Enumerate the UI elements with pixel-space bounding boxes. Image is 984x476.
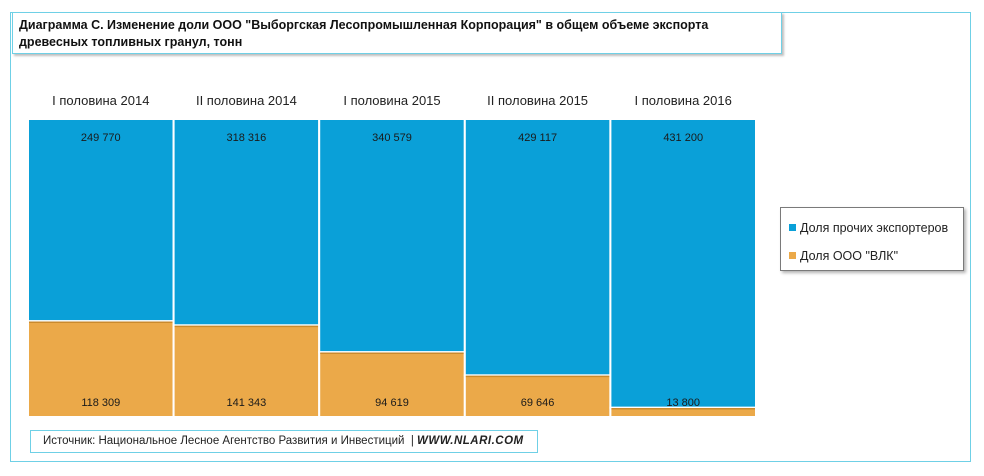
legend-swatch-others	[789, 224, 796, 231]
data-label-others-4: 431 200	[663, 132, 703, 144]
legend-label-vlk: Доля ООО "ВЛК"	[800, 249, 899, 263]
bar-others-4	[609, 118, 758, 409]
chart-title: Диаграмма С. Изменение доли ООО "Выборгс…	[12, 12, 782, 54]
source-text: Источник: Национальное Лесное Агентство …	[43, 435, 405, 447]
data-label-vlk-3: 69 646	[521, 397, 555, 409]
data-label-vlk-2: 94 619	[375, 397, 409, 409]
chart-legend: Доля прочих экспортеров Доля ООО "ВЛК"	[780, 207, 964, 271]
bar-others-1	[172, 118, 321, 327]
bar-vlk-3	[463, 374, 612, 418]
data-label-vlk-0: 118 309	[81, 397, 120, 409]
legend-item-vlk: Доля ООО "ВЛК"	[789, 249, 898, 263]
data-label-others-3: 429 117	[518, 132, 557, 144]
source-url: WWW.NLARI.COM	[417, 435, 524, 447]
data-label-others-0: 249 770	[81, 132, 121, 144]
category-label-0: I половина 2014	[52, 93, 149, 108]
data-label-others-1: 318 316	[227, 132, 267, 144]
category-label-4: I половина 2016	[635, 93, 732, 108]
bar-others-0	[27, 118, 175, 323]
data-label-vlk-4: 13 800	[666, 397, 700, 409]
source-separator: |	[407, 435, 414, 447]
bar-vlk-1	[172, 324, 321, 419]
category-label-3: II половина 2015	[487, 93, 588, 108]
bar-others-2	[318, 118, 466, 354]
data-label-others-2: 340 579	[372, 132, 412, 144]
legend-item-others: Доля прочих экспортеров	[789, 221, 948, 235]
legend-label-others: Доля прочих экспортеров	[800, 221, 949, 235]
bar-others-3	[463, 118, 612, 377]
legend-swatch-vlk	[789, 252, 796, 259]
source-note: Источник: Национальное Лесное Агентство …	[30, 430, 538, 453]
category-label-2: I половина 2015	[343, 93, 440, 108]
data-label-vlk-1: 141 343	[227, 397, 267, 409]
bar-vlk-4	[609, 406, 758, 418]
category-label-1: II половина 2014	[196, 93, 297, 108]
